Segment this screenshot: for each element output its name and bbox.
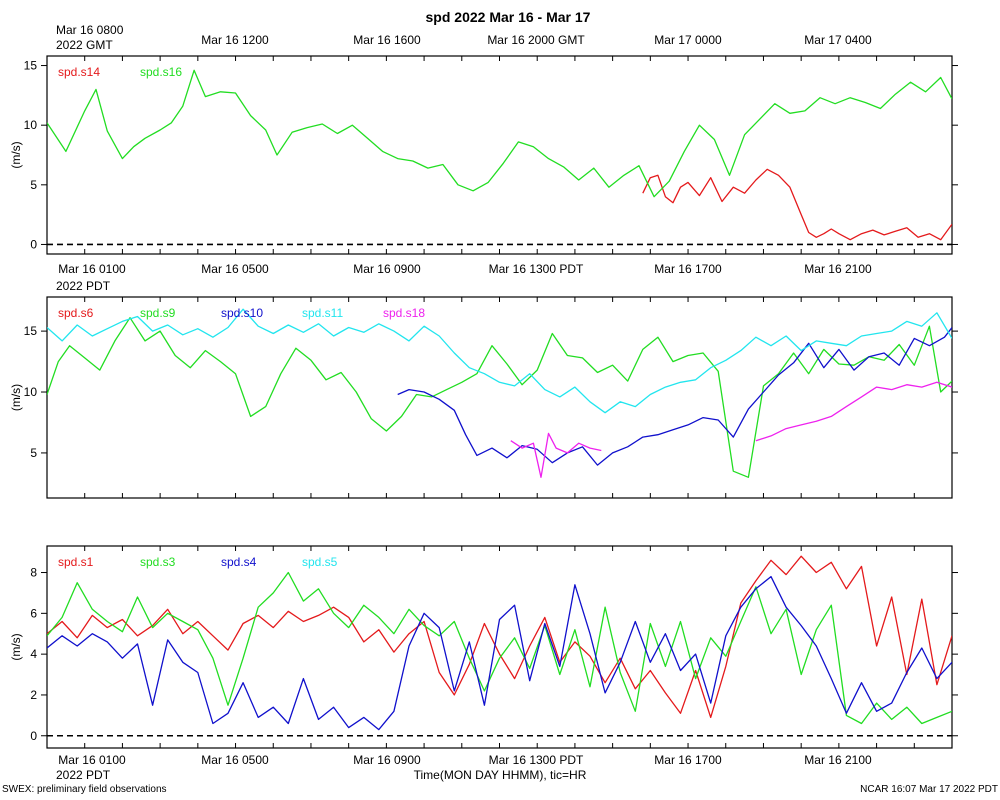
legend-spd-s6: spd.s6 bbox=[58, 306, 94, 320]
pdt-tick-label: Mar 16 2100 bbox=[804, 753, 872, 767]
y-tick-label: 8 bbox=[30, 566, 37, 580]
series-line-spd-s14 bbox=[642, 168, 952, 241]
panel-middle: 5 10 15 (m/s) spd.s6 spd.s9 spd.s10 spd.s11 spd.… bbox=[9, 296, 958, 499]
legend-spd-s10: spd.s10 bbox=[221, 306, 263, 320]
pdt-tick-label: Mar 16 0500 bbox=[201, 262, 269, 276]
legend-spd-s16: spd.s16 bbox=[140, 65, 182, 79]
legend-spd-s3: spd.s3 bbox=[140, 555, 176, 569]
panel-top: 0 5 10 15 (m/s) spd.s14 spd.s16 bbox=[9, 55, 958, 255]
legend-spd-s14: spd.s14 bbox=[58, 65, 100, 79]
legend-spd-s18: spd.s18 bbox=[383, 306, 425, 320]
pdt-tick-label: Mar 16 0100 bbox=[58, 262, 126, 276]
y-tick-label: 0 bbox=[30, 729, 37, 743]
pdt-tick-label: Mar 16 1300 PDT bbox=[489, 753, 584, 767]
y-tick-label: 4 bbox=[30, 647, 37, 661]
series-line-spd-s10 bbox=[397, 327, 952, 466]
gmt-corner-date: Mar 16 0800 bbox=[56, 23, 124, 37]
pdt-tick-label: Mar 16 1700 bbox=[654, 753, 722, 767]
legend-spd-s1: spd.s1 bbox=[58, 555, 94, 569]
y-tick-label: 15 bbox=[24, 324, 38, 338]
panel-bottom: 0 2 4 6 8 (m/s) spd.s1 spd.s3 spd.s4 spd.s5 bbox=[9, 545, 958, 749]
pdt-tick-label: Mar 16 2100 bbox=[804, 262, 872, 276]
pdt-tick-label: Mar 16 0900 bbox=[353, 262, 421, 276]
chart-title: spd 2022 Mar 16 - Mar 17 bbox=[426, 9, 591, 25]
plot-frame bbox=[46, 55, 953, 255]
pdt-tick-labels-top: Mar 16 0100 Mar 16 0500 Mar 16 0900 Mar 16 … bbox=[58, 262, 872, 276]
y-axis-label: (m/s) bbox=[9, 633, 23, 660]
series-line-spd-s9 bbox=[47, 317, 952, 478]
y-tick-label: 5 bbox=[30, 178, 37, 192]
y-tick-label: 0 bbox=[30, 237, 37, 251]
pdt-corner-zone-top: 2022 PDT bbox=[56, 279, 111, 293]
legend-spd-s4: spd.s4 bbox=[221, 555, 257, 569]
gmt-tick-label: Mar 17 0400 bbox=[804, 33, 872, 47]
y-tick-label: 15 bbox=[24, 59, 38, 73]
pdt-tick-label: Mar 16 1700 bbox=[654, 262, 722, 276]
x-axis-label: Time(MON DAY HHMM), tic=HR bbox=[414, 768, 587, 782]
y-tick-label: 10 bbox=[24, 118, 38, 132]
legend-spd-s9: spd.s9 bbox=[140, 306, 176, 320]
gmt-tick-label: Mar 17 0000 bbox=[654, 33, 722, 47]
y-axis-label: (m/s) bbox=[9, 384, 23, 411]
y-tick-label: 6 bbox=[30, 606, 37, 620]
gmt-tick-label: Mar 16 1600 bbox=[353, 33, 421, 47]
series-line-spd-s1 bbox=[47, 555, 952, 719]
pdt-tick-label: Mar 16 1300 PDT bbox=[489, 262, 584, 276]
series-line-spd-s4 bbox=[47, 575, 952, 731]
footer-left: SWEX: preliminary field observations bbox=[2, 784, 167, 795]
pdt-corner-zone-bottom: 2022 PDT bbox=[56, 768, 111, 782]
pdt-tick-labels-bottom: Mar 16 0100 Mar 16 0500 Mar 16 0900 Mar 16 … bbox=[58, 753, 872, 767]
gmt-tick-label: Mar 16 1200 bbox=[201, 33, 269, 47]
series-line-spd-s16 bbox=[47, 69, 952, 198]
series-line-spd-s11 bbox=[47, 308, 952, 414]
y-tick-label: 5 bbox=[30, 446, 37, 460]
gmt-tick-labels: Mar 16 1200 Mar 16 1600 Mar 16 2000 GMT Mar… bbox=[201, 33, 872, 47]
y-tick-label: 2 bbox=[30, 688, 37, 702]
plot-frame bbox=[46, 296, 953, 499]
y-tick-label: 10 bbox=[24, 385, 38, 399]
legend-spd-s5: spd.s5 bbox=[302, 555, 338, 569]
pdt-tick-label: Mar 16 0500 bbox=[201, 753, 269, 767]
footer-right: NCAR 16:07 Mar 17 2022 PDT bbox=[860, 784, 998, 795]
gmt-tick-label: Mar 16 2000 GMT bbox=[487, 33, 585, 47]
series-line-spd-s3 bbox=[47, 571, 952, 725]
pdt-tick-label: Mar 16 0100 bbox=[58, 753, 126, 767]
gmt-corner-zone: 2022 GMT bbox=[56, 38, 113, 52]
legend-spd-s11: spd.s11 bbox=[302, 306, 343, 320]
series-line-spd-s18 bbox=[510, 381, 952, 478]
y-axis-label: (m/s) bbox=[9, 141, 23, 168]
pdt-tick-label: Mar 16 0900 bbox=[353, 753, 421, 767]
